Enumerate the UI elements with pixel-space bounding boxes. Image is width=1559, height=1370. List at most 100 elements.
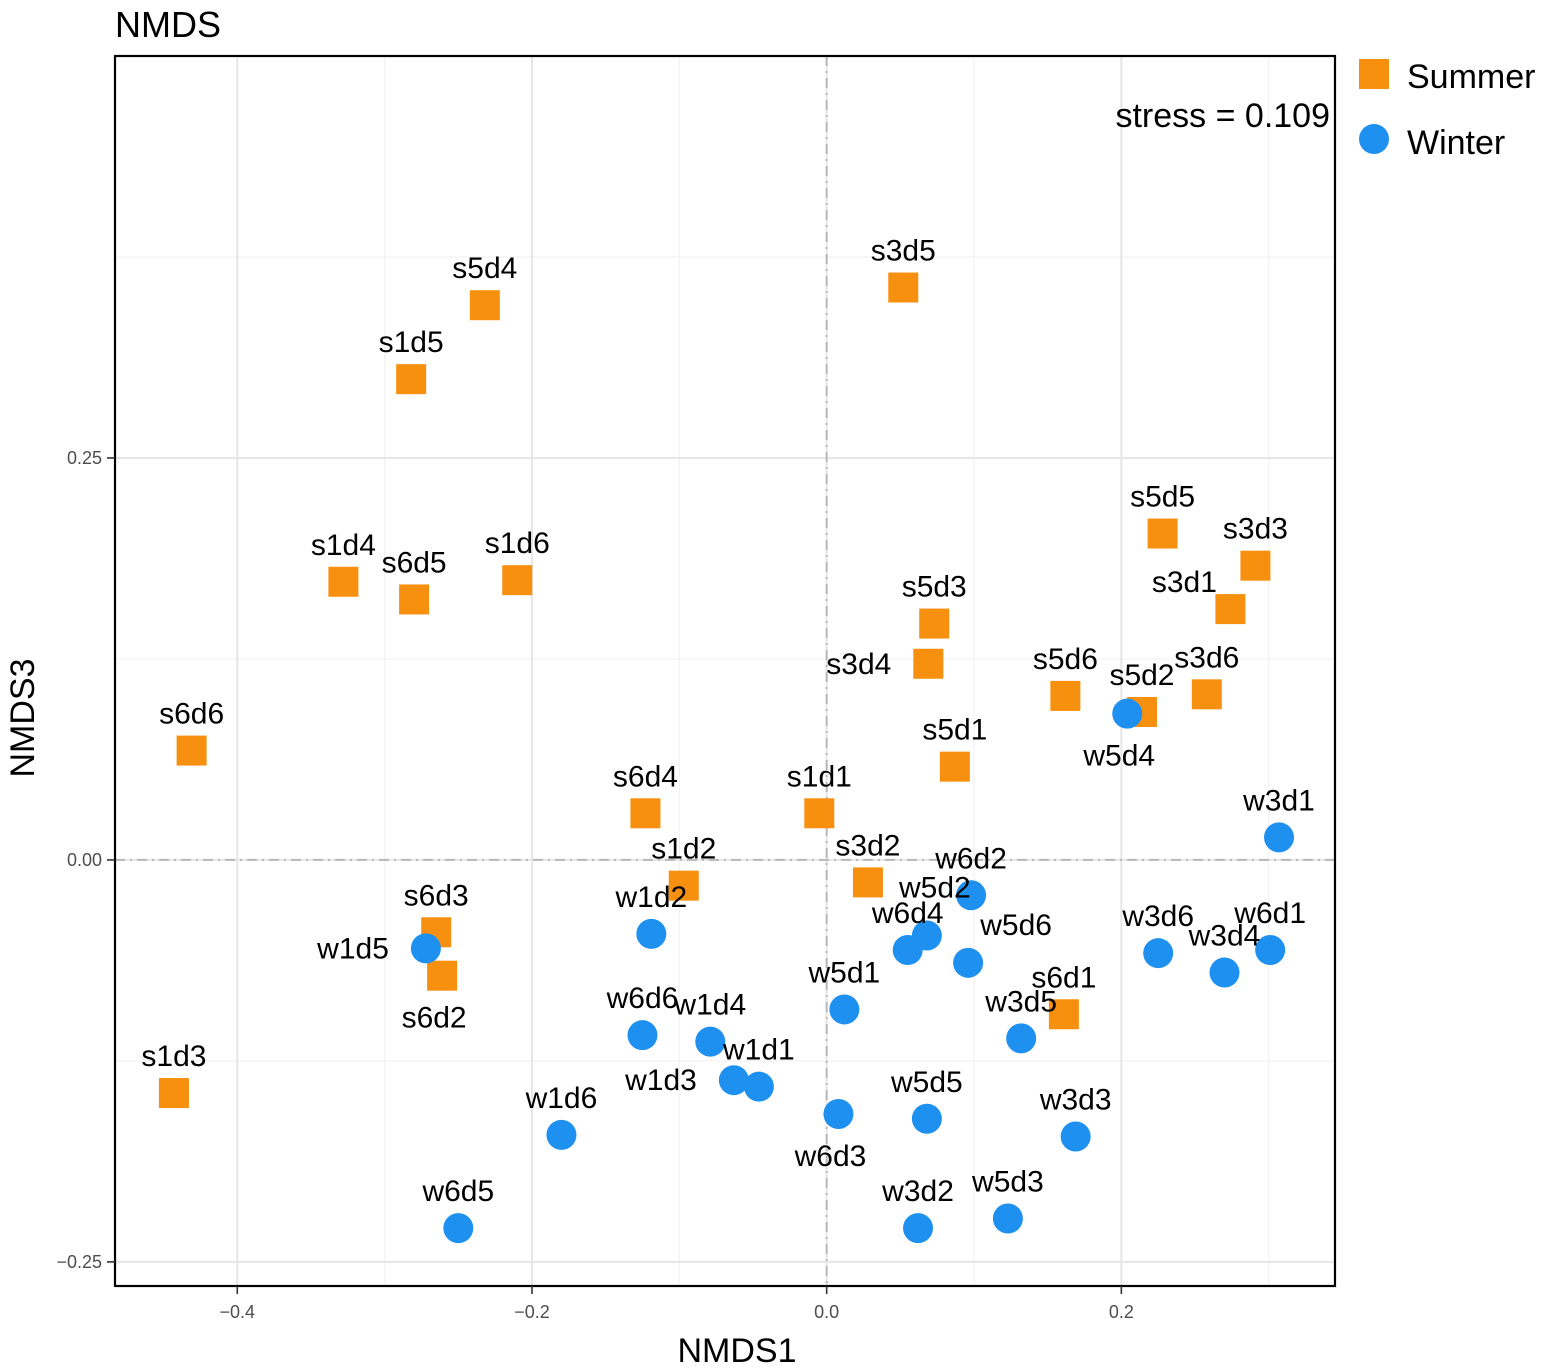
- point-w5d5: [911, 1103, 942, 1134]
- label-w1d1: w1d1: [722, 1034, 795, 1067]
- point-w6d3: [823, 1098, 854, 1129]
- point-s5d4: [469, 290, 500, 321]
- label-w1d6: w1d6: [525, 1082, 598, 1115]
- point-w3d5: [1006, 1023, 1037, 1054]
- point-s1d3: [158, 1078, 189, 1109]
- label-w1d2: w1d2: [614, 881, 687, 914]
- point-s3d5: [888, 272, 919, 303]
- point-w6d1: [1255, 934, 1286, 965]
- y-axis-title: NMDS3: [4, 658, 42, 777]
- label-w6d6: w6d6: [606, 982, 679, 1015]
- point-w1d2: [636, 918, 667, 949]
- x-tick-label: −0.4: [220, 1302, 256, 1322]
- label-s5d2: s5d2: [1109, 659, 1174, 692]
- point-s3d1: [1215, 594, 1246, 625]
- label-s3d6: s3d6: [1174, 641, 1239, 674]
- label-w5d5: w5d5: [890, 1066, 963, 1099]
- point-w1d4: [695, 1026, 726, 1057]
- label-s3d2: s3d2: [835, 829, 900, 862]
- label-s6d2: s6d2: [402, 1002, 467, 1035]
- point-s3d4: [913, 648, 944, 679]
- label-s5d5: s5d5: [1130, 481, 1195, 514]
- label-w6d2: w6d2: [934, 842, 1007, 875]
- label-s3d5: s3d5: [871, 235, 936, 268]
- legend-winter-label: Winter: [1407, 124, 1505, 162]
- point-w3d2: [903, 1213, 934, 1244]
- label-s1d1: s1d1: [787, 760, 852, 793]
- point-w6d2: [956, 880, 987, 911]
- point-w5d1: [829, 994, 860, 1025]
- x-tick-label: 0.2: [1109, 1302, 1134, 1322]
- chart-title: NMDS: [115, 4, 221, 45]
- point-w5d4: [1112, 698, 1143, 729]
- label-s1d2: s1d2: [651, 833, 716, 866]
- point-w5d3: [992, 1203, 1023, 1234]
- label-s1d4: s1d4: [311, 529, 376, 562]
- plot-border: [113, 54, 1337, 1288]
- point-w6d6: [627, 1020, 658, 1051]
- label-s3d1: s3d1: [1152, 566, 1217, 599]
- label-w1d3: w1d3: [624, 1064, 697, 1097]
- label-s5d3: s5d3: [902, 571, 967, 604]
- label-s5d6: s5d6: [1033, 643, 1098, 676]
- label-w5d3: w5d3: [971, 1165, 1044, 1198]
- point-s5d5: [1147, 518, 1178, 549]
- label-s1d3: s1d3: [141, 1040, 206, 1073]
- label-s1d5: s1d5: [379, 326, 444, 359]
- label-s6d5: s6d5: [382, 546, 447, 579]
- point-w1d6: [546, 1119, 577, 1150]
- point-w5d6: [953, 947, 984, 978]
- point-s3d2: [852, 867, 883, 898]
- point-s6d4: [630, 798, 661, 829]
- point-w3d6: [1143, 938, 1174, 969]
- label-w5d2: w5d2: [898, 871, 971, 904]
- point-w6d4: [892, 934, 923, 965]
- label-w3d3: w3d3: [1039, 1083, 1112, 1116]
- y-tick-label: 0.00: [67, 850, 102, 870]
- label-s6d4: s6d4: [613, 760, 678, 793]
- label-w5d6: w5d6: [979, 909, 1052, 942]
- point-s5d1: [939, 751, 970, 782]
- label-w3d4: w3d4: [1188, 919, 1261, 952]
- label-w1d4: w1d4: [673, 989, 746, 1022]
- label-s6d1: s6d1: [1031, 961, 1096, 994]
- legend-winter-icon: [1359, 124, 1389, 154]
- point-s1d2: [668, 870, 699, 901]
- point-w1d5: [410, 933, 441, 964]
- point-w1d3: [718, 1065, 749, 1096]
- point-w6d5: [443, 1213, 474, 1244]
- y-tick-label: −0.25: [56, 1252, 102, 1272]
- label-s3d4: s3d4: [826, 648, 891, 681]
- x-tick-label: 0.0: [814, 1302, 839, 1322]
- point-w3d1: [1264, 822, 1295, 853]
- reference-lines: [115, 56, 1335, 1286]
- label-w6d1: w6d1: [1233, 897, 1306, 930]
- axis-ticks: −0.4 −0.2 0.0 0.2 −0.25 0.00 0.25: [56, 448, 1133, 1322]
- label-w1d5: w1d5: [316, 932, 389, 965]
- label-s1d6: s1d6: [485, 527, 550, 560]
- point-s5d3: [919, 608, 950, 639]
- label-s3d3: s3d3: [1223, 513, 1288, 546]
- data-points: [158, 272, 1295, 1244]
- point-s3d6: [1191, 679, 1222, 710]
- label-w6d5: w6d5: [421, 1175, 494, 1208]
- label-w6d4: w6d4: [871, 897, 944, 930]
- label-w6d3: w6d3: [794, 1140, 867, 1173]
- point-w3d3: [1060, 1121, 1091, 1152]
- point-s1d5: [396, 364, 427, 395]
- legend: Summer Winter: [1359, 58, 1535, 162]
- point-w1d1: [743, 1071, 774, 1102]
- label-s5d4: s5d4: [452, 252, 517, 285]
- point-s6d1: [1048, 999, 1079, 1030]
- label-w5d4: w5d4: [1082, 740, 1155, 773]
- point-s1d1: [804, 798, 835, 829]
- point-s6d6: [176, 735, 207, 766]
- label-w3d5: w3d5: [984, 985, 1057, 1018]
- legend-summer-label: Summer: [1407, 58, 1535, 96]
- stress-annotation: stress = 0.109: [1115, 97, 1330, 135]
- label-s6d3: s6d3: [404, 879, 469, 912]
- label-w3d1: w3d1: [1242, 784, 1315, 817]
- y-tick-label: 0.25: [67, 448, 102, 468]
